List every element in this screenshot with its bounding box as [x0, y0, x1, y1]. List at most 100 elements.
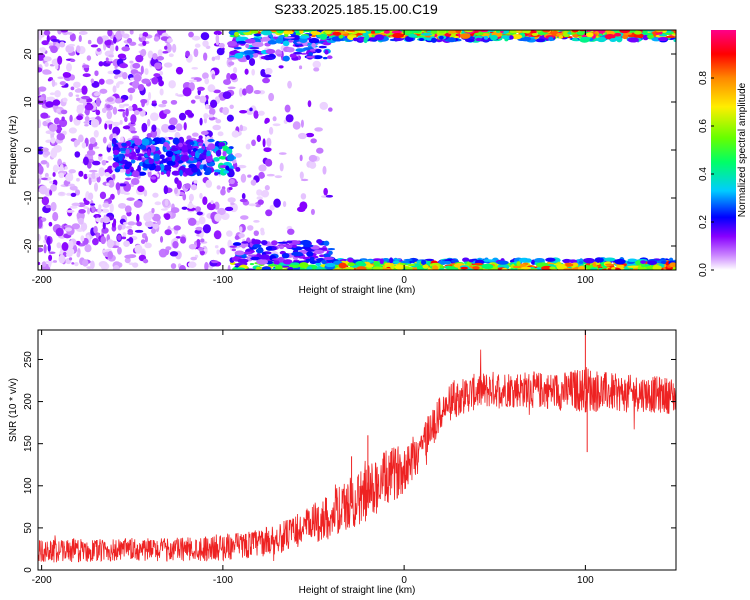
heatmap-cell	[83, 156, 89, 166]
heatmap-cell	[83, 206, 89, 210]
heatmap-cell	[245, 54, 251, 61]
heatmap-cell	[265, 158, 273, 167]
heatmap-cell	[251, 68, 255, 76]
heatmap-cell	[40, 112, 49, 119]
heatmap-cell	[314, 127, 323, 132]
heatmap-cell	[310, 138, 317, 144]
colorbar-ticks: 0.0 0.2 0.4 0.6 0.8	[698, 71, 714, 277]
heatmap-cell	[586, 32, 594, 38]
heatmap-cell	[98, 167, 105, 177]
heatmap-cell	[509, 35, 514, 40]
heatmap-cell	[49, 189, 53, 196]
heatmap-cell	[311, 42, 316, 48]
heatmap-cell	[178, 142, 183, 148]
heatmap-cell	[69, 205, 78, 209]
heatmap-cell	[611, 267, 616, 270]
heatmap-cell	[430, 37, 437, 43]
heatmap-cell	[295, 48, 306, 53]
heatmap-cell	[217, 207, 226, 216]
heatmap-cell	[374, 34, 385, 41]
heatmap-cell	[117, 80, 124, 85]
heatmap-cell	[322, 165, 327, 175]
heatmap-cell	[490, 34, 498, 41]
heatmap-cell	[289, 34, 301, 41]
heatmap-cell	[154, 62, 162, 70]
heatmap-cell	[308, 154, 318, 162]
heatmap-cell	[121, 142, 127, 147]
heatmap-cell	[579, 37, 590, 43]
heatmap-cell	[545, 257, 556, 262]
heatmap-cell	[598, 33, 603, 37]
heatmap-cell	[431, 30, 438, 35]
heatmap-cell	[71, 202, 81, 207]
heatmap-cell	[175, 123, 183, 132]
heatmap-cell	[264, 185, 270, 191]
heatmap-cell	[222, 150, 227, 157]
heatmap-cell	[394, 264, 405, 270]
heatmap-cell	[212, 124, 222, 131]
heatmap-cell	[297, 132, 307, 140]
heatmap-cell	[496, 260, 509, 265]
heatmap-cell	[292, 121, 301, 130]
heatmap-cell	[133, 200, 143, 208]
heatmap-cell	[102, 216, 110, 224]
heatmap-cell	[95, 97, 101, 107]
heatmap-cell	[464, 38, 475, 43]
heatmap-cell	[141, 35, 146, 42]
heatmap-cell	[117, 246, 122, 255]
heatmap-cell	[207, 114, 214, 118]
heatmap-cell	[100, 35, 109, 41]
heatmap-cell	[147, 118, 151, 127]
snr-x-tick-label: 100	[577, 575, 594, 586]
heatmap-cell	[169, 251, 179, 257]
heatmap-cell	[181, 206, 188, 210]
heatmap-cell	[287, 30, 293, 33]
heatmap-cell	[468, 259, 474, 263]
heatmap-cell	[44, 150, 51, 156]
heatmap-cell	[298, 65, 303, 70]
heatmap-cell	[183, 122, 187, 131]
heatmap-cell	[91, 172, 97, 180]
heatmap-cell	[172, 43, 177, 53]
heatmap-cell	[325, 262, 336, 268]
heatmap-cell	[65, 247, 75, 256]
heatmap-cell	[438, 260, 447, 265]
heatmap-cell	[188, 243, 197, 250]
heatmap-cell	[69, 257, 73, 261]
heatmap-cell	[197, 247, 204, 252]
heatmap-cell	[119, 147, 127, 152]
heatmap-cell	[46, 34, 50, 43]
heatmap-cell	[421, 259, 427, 265]
heatmap-cell	[76, 115, 83, 121]
heatmap-cell	[590, 267, 598, 270]
heatmap-cell	[48, 123, 58, 132]
heatmap-cell	[571, 30, 579, 33]
snr-panel: -200 -100 0 100 0 50 100 150 200 250 Height of s…	[8, 329, 677, 596]
heatmap-cell	[122, 111, 126, 118]
heatmap-cell	[135, 54, 144, 63]
heatmap-cell	[127, 232, 134, 235]
heatmap-cell	[305, 55, 316, 59]
heatmap-cell	[187, 203, 194, 209]
heatmap-cell	[118, 183, 127, 187]
heatmap-cell	[444, 260, 452, 265]
heatmap-cell	[167, 128, 177, 133]
heatmap-cell	[307, 100, 312, 108]
heatmap-cell	[290, 262, 300, 266]
heatmap-cell	[237, 164, 247, 169]
heatmap-cell	[133, 73, 142, 82]
heatmap-y-tick-label: 10	[23, 96, 34, 108]
snr-y-axis-label: SNR (10 * v/v)	[8, 378, 19, 442]
heatmap-cell	[191, 35, 201, 41]
heatmap-cell	[98, 153, 103, 157]
heatmap-cell	[41, 40, 49, 46]
heatmap-cell	[93, 129, 99, 138]
heatmap-cell	[78, 170, 84, 177]
heatmap-cell	[383, 267, 393, 270]
heatmap-cell	[66, 192, 72, 196]
heatmap-cell	[272, 123, 281, 127]
heatmap-cell	[249, 46, 260, 50]
heatmap-cell	[258, 171, 265, 179]
heatmap-cell	[38, 261, 41, 266]
heatmap-cell	[230, 202, 235, 206]
